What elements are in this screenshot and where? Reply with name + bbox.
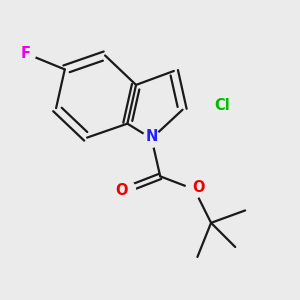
Circle shape — [186, 181, 203, 198]
Text: Cl: Cl — [214, 98, 230, 112]
Circle shape — [118, 181, 135, 198]
Text: O: O — [193, 180, 205, 195]
Circle shape — [18, 45, 36, 63]
Circle shape — [143, 130, 160, 147]
Text: F: F — [20, 46, 30, 62]
Circle shape — [208, 96, 225, 114]
Text: O: O — [115, 183, 128, 198]
Text: N: N — [146, 130, 158, 145]
